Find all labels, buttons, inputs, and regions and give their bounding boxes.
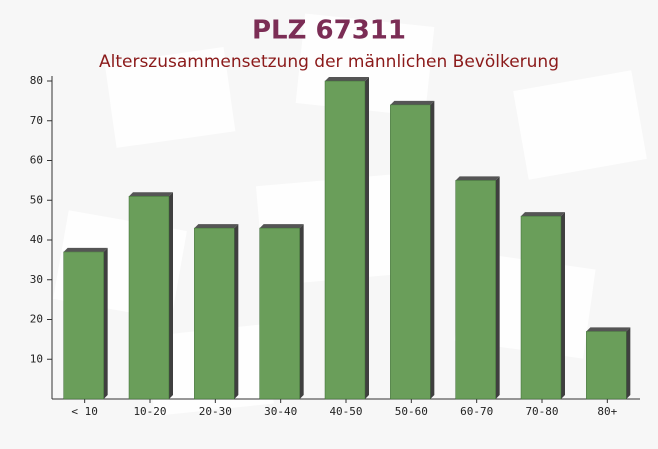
bar xyxy=(520,212,565,400)
x-tick-label: 50-60 xyxy=(395,405,428,418)
x-tick-label: 10-20 xyxy=(133,405,166,418)
y-tick-label: 20 xyxy=(30,313,43,326)
x-tick-label: 70-80 xyxy=(525,405,558,418)
x-tick-label: 20-30 xyxy=(199,405,232,418)
bar xyxy=(455,176,500,400)
y-tick-label: 70 xyxy=(30,114,43,127)
x-tick-label: 60-70 xyxy=(460,405,493,418)
chart-title: PLZ 67311 xyxy=(252,16,406,46)
y-tick-label: 40 xyxy=(30,233,43,246)
x-tick-label: 40-50 xyxy=(329,405,362,418)
bar xyxy=(324,77,369,400)
x-tick-label: < 10 xyxy=(71,405,98,418)
bar xyxy=(63,247,108,400)
bar xyxy=(259,224,304,400)
chart-subtitle: Alterszusammensetzung der männlichen Bev… xyxy=(99,52,559,72)
bar xyxy=(390,100,435,400)
bar xyxy=(586,327,631,400)
bar xyxy=(194,224,239,400)
y-tick-label: 30 xyxy=(30,273,43,286)
y-tick-label: 10 xyxy=(30,352,43,365)
bar xyxy=(128,192,173,400)
x-tick-label: 80+ xyxy=(597,405,617,418)
y-tick-label: 60 xyxy=(30,154,43,167)
y-tick-label: 50 xyxy=(30,193,43,206)
x-tick-label: 30-40 xyxy=(264,405,297,418)
y-tick-label: 80 xyxy=(30,74,43,87)
